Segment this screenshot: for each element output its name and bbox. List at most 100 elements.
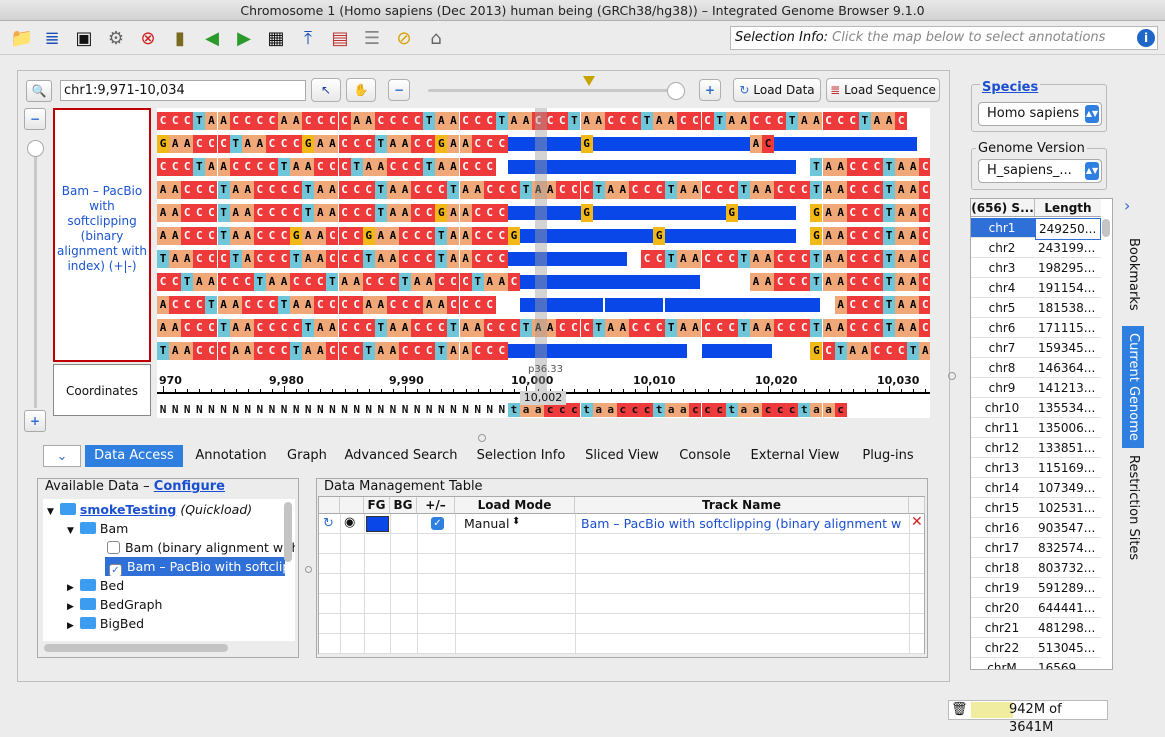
checkbox-icon[interactable] (107, 541, 120, 554)
tab-annotation[interactable]: Annotation (195, 448, 267, 463)
zoom-position-marker[interactable] (583, 76, 595, 86)
location-input[interactable]: chr1:9,971-10,034 (60, 80, 306, 101)
document-icon[interactable]: ☰ (363, 27, 381, 49)
alignment-block[interactable] (507, 160, 797, 174)
no-select-icon[interactable]: ⊘ (396, 27, 412, 49)
table-row[interactable]: chrM 16569 (971, 658, 1101, 669)
table-row[interactable]: chr3 198295... (971, 258, 1101, 278)
genome-version-select[interactable]: H_sapiens_... ▲▼ (978, 159, 1102, 183)
alignment-block[interactable] (507, 206, 797, 220)
table-row[interactable]: chr12 133851... (971, 438, 1101, 458)
strand-column-header[interactable]: +/– (417, 497, 455, 514)
tab-selection-info[interactable]: Selection Info (476, 448, 566, 463)
vertical-zoom-out-button[interactable]: − (24, 108, 46, 130)
alignment-block[interactable] (701, 344, 773, 358)
table-row[interactable]: chr8 146364... (971, 358, 1101, 378)
chromosome-table-scrollbar[interactable] (1102, 219, 1110, 237)
tab-bookmarks[interactable]: Bookmarks (1126, 237, 1141, 311)
gear-icon[interactable]: ⚙ (107, 27, 125, 49)
table-row[interactable]: chr22 513045... (971, 638, 1101, 658)
fg-column-header[interactable]: FG (364, 497, 390, 514)
table-row[interactable]: chr17 832574... (971, 538, 1101, 558)
selection-info-field[interactable]: Selection Info: Click the map below to s… (730, 26, 1158, 50)
zoom-out-button[interactable]: − (388, 79, 410, 101)
tree-horizontal-scrollbar[interactable] (44, 644, 228, 652)
alignment-block[interactable] (520, 298, 603, 312)
track-name-cell[interactable]: Bam – PacBio with softclipping (binary a… (581, 516, 902, 531)
track-name-column-header[interactable]: Track Name (575, 497, 909, 514)
window-icon[interactable]: ▤ (331, 27, 349, 49)
dna-icon[interactable]: ≣ (44, 27, 60, 49)
memory-indicator[interactable]: 🗑 942M of 3641M (948, 700, 1108, 735)
delete-icon[interactable]: ✕ (911, 514, 923, 530)
table-row[interactable]: chr13 115169... (971, 458, 1101, 478)
tree-node-bam-binary[interactable]: Bam (binary alignment with (107, 538, 295, 557)
foreground-color-swatch[interactable] (366, 516, 389, 532)
stop-icon[interactable]: ⊗ (140, 27, 156, 49)
length-column-header[interactable]: Length (1035, 199, 1101, 217)
table-row[interactable]: chr14 107349... (971, 478, 1101, 498)
tab-current-genome[interactable]: Current Genome (1122, 326, 1144, 448)
species-select[interactable]: Homo sapiens ▲▼ (978, 102, 1102, 126)
alignment-block[interactable] (507, 137, 918, 151)
table-row[interactable]: chr16 903547... (971, 518, 1101, 538)
load-mode-column-header[interactable]: Load Mode (455, 497, 575, 514)
table-row[interactable]: chr2 243199... (971, 238, 1101, 258)
table-row[interactable]: chr4 191154... (971, 278, 1101, 298)
collapse-tabs-button[interactable]: ⌄ (43, 445, 81, 467)
table-row[interactable]: chr15 102531... (971, 498, 1101, 518)
vertical-zoom-knob[interactable] (27, 140, 44, 157)
alignment-block[interactable] (520, 275, 700, 289)
zoom-in-button[interactable]: + (699, 79, 721, 101)
alignment-block[interactable] (507, 252, 627, 266)
chevron-right-icon[interactable]: › (1124, 196, 1131, 215)
alignment-block[interactable] (507, 344, 688, 358)
tab-sliced-view[interactable]: Sliced View (585, 448, 659, 463)
info-icon[interactable]: i (1137, 29, 1155, 47)
zoom-slider-knob[interactable] (667, 82, 685, 100)
eye-icon[interactable]: ◉ (344, 515, 356, 530)
tree-node-smoketesting[interactable]: ▼ smokeTesting (Quickload) (47, 502, 253, 517)
trash-icon[interactable]: 🗑 (951, 702, 968, 717)
splitter-handle-bottom[interactable] (305, 566, 312, 573)
table-row[interactable]: chr6 171115... (971, 318, 1101, 338)
splitter-handle-horizontal[interactable] (478, 434, 486, 442)
tree-scrollbar[interactable] (284, 502, 292, 562)
tree-node-bam[interactable]: ▼ Bam (67, 521, 129, 536)
strand-checkbox[interactable]: ✓ (431, 517, 444, 530)
read-row[interactable]: TAACCCAACCCTAACCCTAACCCTAACCCGCTAACCCTAA… (157, 342, 930, 360)
table-row[interactable]: chr5 181538... (971, 298, 1101, 318)
table-row[interactable]: chr18 803732... (971, 558, 1101, 578)
tree-node-bam-pacbio[interactable]: ✓ Bam – PacBio with softclipp (105, 557, 285, 576)
tab-graph[interactable]: Graph (287, 448, 327, 463)
load-data-button[interactable]: ↻ Load Data (733, 78, 821, 102)
track-label-panel[interactable]: Bam – PacBio with softclipping (binary a… (53, 108, 151, 362)
table-row[interactable]: chr19 591289... (971, 578, 1101, 598)
select-tool-button[interactable]: ↖ (311, 78, 341, 102)
tab-restriction-sites[interactable]: Restriction Sites (1126, 455, 1141, 561)
species-link[interactable]: Species (980, 80, 1041, 95)
search-icon[interactable]: 🔍 (26, 80, 52, 102)
table-row[interactable]: ↻ ◉ ✓ Manual ⬍ Bam – PacBio with softcli… (319, 514, 924, 534)
tree-node-bedgraph[interactable]: ▶ BedGraph (67, 597, 163, 612)
sequence-column-header[interactable]: (656) S... (971, 199, 1035, 217)
pan-tool-button[interactable]: ✋ (346, 78, 376, 102)
table-row[interactable]: chr1 249250... (971, 218, 1101, 240)
tab-external-view[interactable]: External View (750, 448, 840, 463)
alignment-block[interactable] (604, 298, 664, 312)
tab-plug-ins[interactable]: Plug-ins (862, 448, 914, 463)
home-icon[interactable]: ⌂ (430, 27, 442, 49)
open-file-icon[interactable]: 📁 (10, 27, 34, 49)
checked-checkbox-icon[interactable]: ✓ (109, 564, 122, 576)
camera-icon[interactable]: ▣ (75, 27, 93, 49)
tree-node-bed[interactable]: ▶ Bed (67, 578, 125, 593)
vertical-zoom-track[interactable] (34, 140, 37, 408)
configure-link[interactable]: Configure (153, 479, 225, 494)
